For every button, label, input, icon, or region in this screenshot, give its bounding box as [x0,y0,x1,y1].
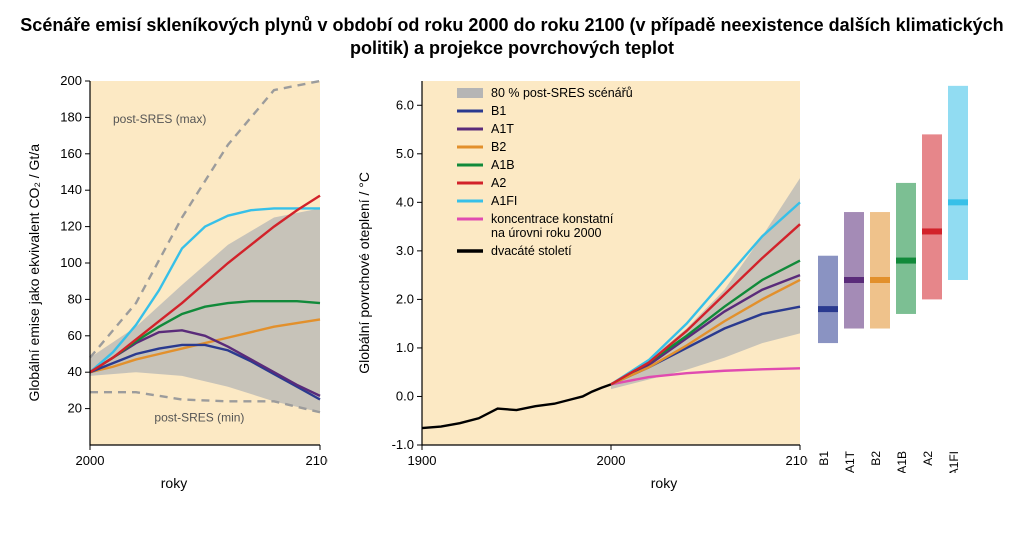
svg-text:-1.0: -1.0 [392,437,414,452]
svg-text:post-SRES (min): post-SRES (min) [154,410,244,424]
svg-text:40: 40 [68,364,82,379]
svg-text:80 % post-SRES scénářů: 80 % post-SRES scénářů [491,86,633,100]
svg-text:B1: B1 [491,104,506,118]
svg-text:A1B: A1B [895,451,909,473]
svg-text:0.0: 0.0 [396,388,414,403]
svg-text:2100: 2100 [786,453,808,468]
svg-text:1.0: 1.0 [396,340,414,355]
svg-text:A2: A2 [491,176,506,190]
svg-text:5.0: 5.0 [396,146,414,161]
right-panel: Globální povrchové oteplení / °C -1.0 0.0… [350,73,978,491]
svg-text:A1T: A1T [843,450,857,473]
svg-text:6.0: 6.0 [396,97,414,112]
svg-text:dvacáté století: dvacáté století [491,244,572,258]
svg-text:2.0: 2.0 [396,291,414,306]
left-ylabel: Globální emise jako ekvivalent CO₂ / Gt/… [20,144,48,402]
svg-text:1900: 1900 [408,453,437,468]
svg-text:A1T: A1T [491,122,514,136]
left-xlabel: roky [161,475,187,491]
svg-text:A2: A2 [921,450,935,465]
svg-text:post-SRES (max): post-SRES (max) [113,112,206,126]
svg-text:koncentrace konstatnína úrovni: koncentrace konstatnína úrovni roku 2000 [491,212,614,240]
right-chart: -1.0 0.0 1.0 2.0 3.0 4.0 5.0 6.0 1900 2000 2100 80 … [378,73,808,473]
svg-text:A1B: A1B [491,158,515,172]
svg-text:60: 60 [68,328,82,343]
svg-text:140: 140 [60,182,82,197]
svg-text:180: 180 [60,109,82,124]
svg-text:2000: 2000 [76,453,105,468]
svg-text:20: 20 [68,400,82,415]
right-ylabel: Globální povrchové oteplení / °C [350,172,378,374]
svg-text:2100: 2100 [306,453,328,468]
svg-text:A1FI: A1FI [947,451,961,473]
uncertainty-bars: B1 A1T B2 A1B A2 A1FI [808,73,978,473]
right-xlabel: roky [651,475,677,491]
chart-title: Scénáře emisí skleníkových plynů v obdob… [20,14,1004,61]
svg-text:4.0: 4.0 [396,194,414,209]
svg-text:2000: 2000 [597,453,626,468]
left-panel: Globální emise jako ekvivalent CO₂ / Gt/… [20,73,328,491]
svg-text:A1FI: A1FI [491,194,517,208]
left-chart: post-SRES (max) post-SRES (min) 20 40 60 80 10… [48,73,328,473]
svg-text:80: 80 [68,291,82,306]
svg-text:B2: B2 [491,140,506,154]
svg-text:100: 100 [60,255,82,270]
svg-text:120: 120 [60,218,82,233]
svg-text:B1: B1 [817,450,831,465]
svg-text:160: 160 [60,146,82,161]
svg-text:B2: B2 [869,450,883,465]
svg-text:200: 200 [60,73,82,88]
svg-text:3.0: 3.0 [396,243,414,258]
panels: Globální emise jako ekvivalent CO₂ / Gt/… [20,73,1004,491]
